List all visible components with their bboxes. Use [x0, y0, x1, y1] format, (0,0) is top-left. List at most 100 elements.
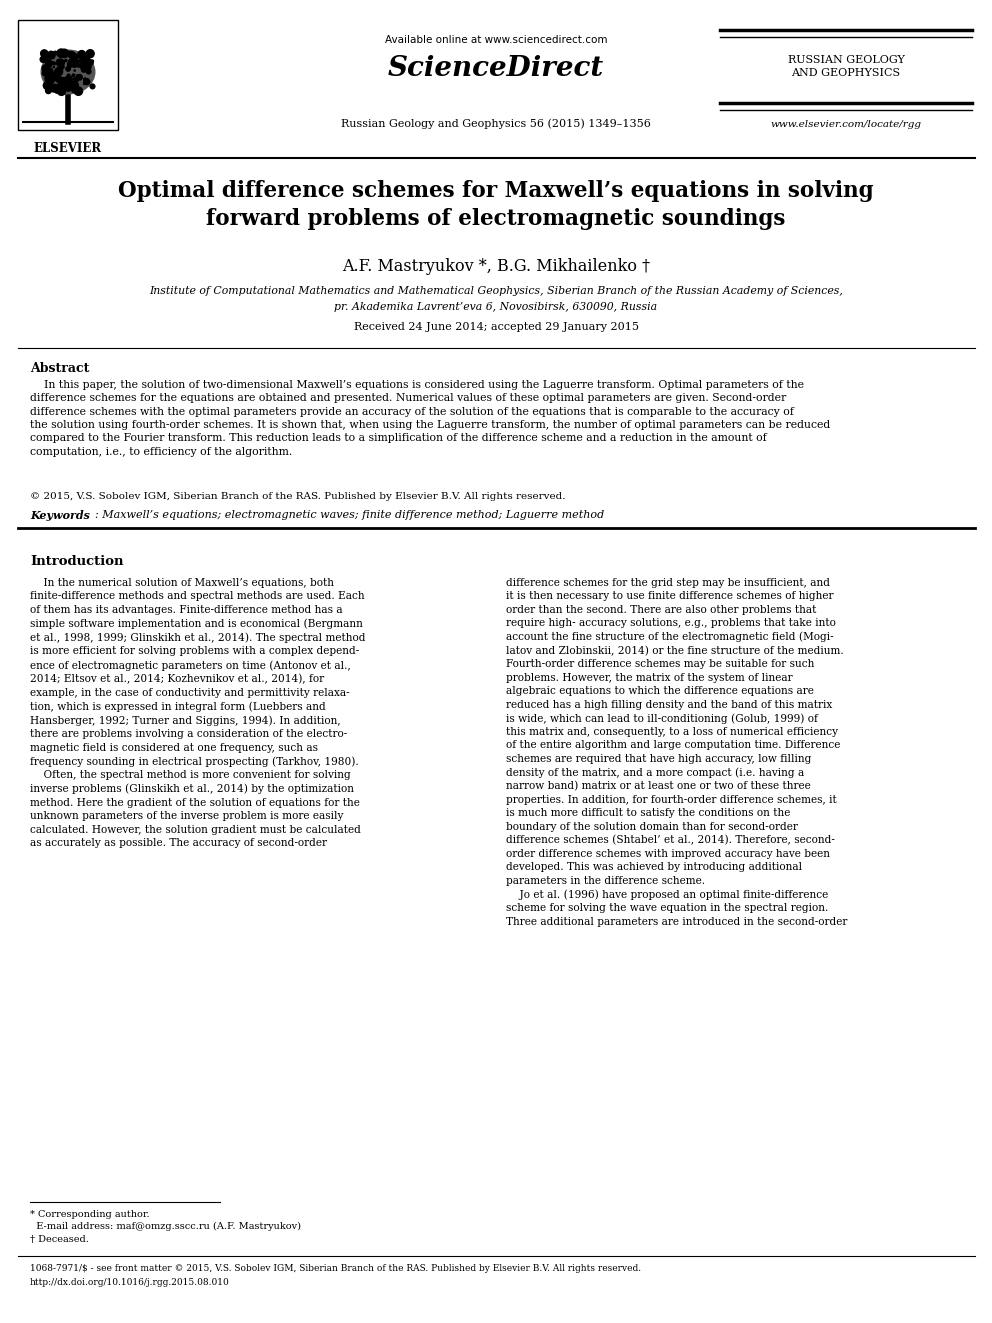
Circle shape [54, 70, 58, 74]
Circle shape [70, 53, 79, 61]
Circle shape [56, 83, 64, 93]
Circle shape [43, 54, 50, 61]
Circle shape [59, 64, 64, 70]
Circle shape [65, 66, 71, 71]
Text: © 2015, V.S. Sobolev IGM, Siberian Branch of the RAS. Published by Elsevier B.V.: © 2015, V.S. Sobolev IGM, Siberian Branc… [30, 492, 565, 501]
Text: In the numerical solution of Maxwell’s equations, both
finite-difference methods: In the numerical solution of Maxwell’s e… [30, 578, 365, 848]
Circle shape [57, 48, 66, 58]
Circle shape [42, 70, 46, 73]
Circle shape [43, 54, 47, 58]
Circle shape [51, 61, 55, 65]
Circle shape [50, 53, 56, 60]
Circle shape [57, 83, 65, 91]
Circle shape [56, 58, 62, 66]
Circle shape [78, 60, 80, 62]
Circle shape [46, 81, 52, 86]
Circle shape [60, 49, 69, 58]
Circle shape [49, 71, 55, 77]
Circle shape [43, 67, 49, 74]
Circle shape [76, 75, 80, 79]
Circle shape [66, 73, 70, 77]
Circle shape [83, 78, 90, 85]
Bar [18, 20, 118, 130]
Circle shape [48, 79, 54, 85]
Circle shape [75, 74, 83, 81]
Text: ELSEVIER: ELSEVIER [34, 142, 102, 155]
Circle shape [58, 78, 64, 83]
Text: Russian Geology and Geophysics 56 (2015) 1349–1356: Russian Geology and Geophysics 56 (2015)… [341, 118, 651, 128]
Circle shape [72, 83, 74, 86]
Circle shape [46, 65, 48, 67]
Circle shape [45, 69, 51, 75]
Circle shape [71, 85, 74, 87]
Text: difference schemes for the grid step may be insufficient, and
it is then necessa: difference schemes for the grid step may… [506, 578, 847, 926]
Circle shape [83, 57, 85, 58]
Circle shape [53, 50, 58, 56]
Circle shape [57, 67, 59, 70]
Circle shape [55, 75, 62, 83]
Circle shape [56, 73, 58, 75]
Circle shape [83, 78, 88, 83]
Circle shape [68, 58, 74, 64]
Circle shape [83, 58, 90, 66]
Circle shape [83, 57, 91, 65]
Circle shape [53, 87, 57, 91]
Circle shape [55, 67, 63, 77]
Circle shape [85, 49, 94, 58]
Circle shape [67, 67, 69, 70]
Circle shape [83, 82, 86, 85]
Circle shape [46, 75, 50, 79]
Circle shape [71, 73, 75, 77]
Text: Received 24 June 2014; accepted 29 January 2015: Received 24 June 2014; accepted 29 Janua… [353, 321, 639, 332]
Circle shape [71, 81, 79, 89]
Circle shape [51, 83, 60, 93]
Circle shape [66, 61, 74, 67]
Circle shape [48, 89, 50, 91]
Circle shape [53, 66, 56, 69]
Circle shape [85, 65, 90, 69]
Circle shape [42, 65, 49, 71]
Circle shape [40, 49, 49, 58]
Circle shape [45, 74, 54, 83]
Circle shape [85, 69, 91, 74]
Circle shape [59, 77, 66, 86]
Circle shape [71, 54, 74, 57]
Circle shape [49, 77, 56, 83]
Circle shape [84, 64, 87, 67]
Circle shape [43, 57, 48, 62]
Circle shape [79, 62, 86, 70]
Circle shape [49, 58, 52, 61]
Circle shape [74, 90, 77, 94]
Circle shape [67, 50, 74, 58]
Text: Keywords: Keywords [30, 509, 90, 521]
Text: † Deceased.: † Deceased. [30, 1234, 89, 1244]
Text: ScienceDirect: ScienceDirect [388, 56, 604, 82]
Circle shape [73, 69, 76, 71]
Circle shape [86, 49, 94, 58]
Text: E-mail address: maf@omzg.sscc.ru (A.F. Mastryukov): E-mail address: maf@omzg.sscc.ru (A.F. M… [30, 1222, 301, 1232]
Text: * Corresponding author.: * Corresponding author. [30, 1211, 150, 1218]
Text: In this paper, the solution of two-dimensional Maxwell’s equations is considered: In this paper, the solution of two-dimen… [30, 380, 830, 456]
Text: Optimal difference schemes for Maxwell’s equations in solving
forward problems o: Optimal difference schemes for Maxwell’s… [118, 180, 874, 230]
Text: 1068-7971/$ - see front matter © 2015, V.S. Sobolev IGM, Siberian Branch of the : 1068-7971/$ - see front matter © 2015, V… [30, 1263, 641, 1273]
Text: RUSSIAN GEOLOGY
AND GEOPHYSICS: RUSSIAN GEOLOGY AND GEOPHYSICS [788, 56, 905, 78]
Circle shape [87, 60, 94, 66]
Circle shape [51, 87, 56, 93]
Circle shape [81, 54, 85, 58]
Circle shape [53, 62, 57, 65]
Ellipse shape [41, 49, 95, 94]
Circle shape [42, 70, 48, 77]
Text: : Maxwell’s equations; electromagnetic waves; finite difference method; Laguerre: : Maxwell’s equations; electromagnetic w… [95, 509, 604, 520]
Circle shape [65, 50, 69, 54]
Circle shape [45, 87, 52, 94]
Circle shape [56, 58, 65, 67]
Circle shape [43, 65, 46, 67]
Circle shape [66, 87, 70, 93]
Circle shape [72, 65, 75, 67]
Circle shape [64, 58, 67, 62]
Circle shape [84, 78, 87, 81]
Circle shape [71, 90, 74, 93]
Circle shape [56, 67, 62, 75]
Circle shape [87, 81, 90, 83]
Text: www.elsevier.com/locate/rgg: www.elsevier.com/locate/rgg [771, 120, 922, 130]
